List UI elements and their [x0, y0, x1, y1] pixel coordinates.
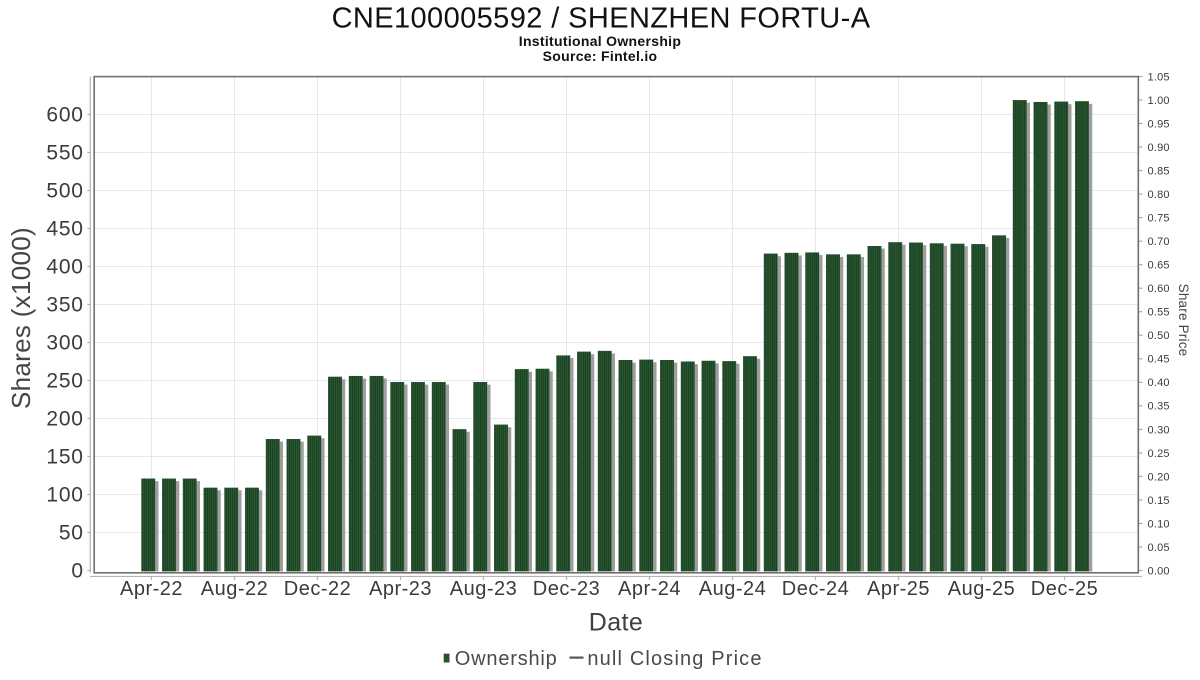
svg-text:100: 100	[46, 484, 83, 507]
svg-text:0.30: 0.30	[1148, 424, 1170, 436]
svg-text:300: 300	[46, 332, 83, 355]
svg-text:Apr-24: Apr-24	[618, 578, 681, 600]
svg-text:0.00: 0.00	[1148, 565, 1170, 577]
svg-text:Aug-24: Aug-24	[699, 578, 767, 600]
svg-text:Apr-25: Apr-25	[867, 578, 930, 600]
svg-text:350: 350	[46, 294, 83, 317]
svg-text:0.75: 0.75	[1148, 213, 1170, 225]
svg-text:null Closing Price: null Closing Price	[587, 648, 762, 670]
svg-text:1.05: 1.05	[1148, 71, 1170, 83]
svg-text:Dec-23: Dec-23	[533, 578, 600, 600]
svg-text:0.15: 0.15	[1148, 495, 1170, 507]
svg-text:0.90: 0.90	[1148, 142, 1170, 154]
svg-text:Share Price: Share Price	[1176, 284, 1191, 357]
svg-text:0.25: 0.25	[1148, 448, 1170, 460]
svg-text:Dec-24: Dec-24	[782, 578, 849, 600]
svg-text:Shares (x1000): Shares (x1000)	[6, 227, 36, 409]
svg-text:0: 0	[71, 560, 83, 583]
svg-text:0.40: 0.40	[1148, 377, 1170, 389]
svg-text:0.20: 0.20	[1148, 471, 1170, 483]
svg-text:0.50: 0.50	[1148, 330, 1170, 342]
svg-text:150: 150	[46, 446, 83, 469]
svg-text:Ownership: Ownership	[455, 648, 558, 670]
svg-text:Aug-22: Aug-22	[201, 578, 269, 600]
svg-text:1.00: 1.00	[1148, 95, 1170, 107]
svg-text:Dec-25: Dec-25	[1031, 578, 1098, 600]
svg-text:0.05: 0.05	[1148, 542, 1170, 554]
svg-text:0.45: 0.45	[1148, 354, 1170, 366]
svg-text:CNE100005592 / SHENZHEN FORTU-: CNE100005592 / SHENZHEN FORTU-A	[332, 2, 871, 34]
svg-text:0.95: 0.95	[1148, 118, 1170, 130]
svg-text:0.65: 0.65	[1148, 260, 1170, 272]
svg-text:Date: Date	[589, 609, 643, 637]
svg-text:0.55: 0.55	[1148, 307, 1170, 319]
svg-text:250: 250	[46, 370, 83, 393]
svg-text:Source: Fintel.io: Source: Fintel.io	[543, 48, 658, 64]
svg-text:0.80: 0.80	[1148, 189, 1170, 201]
svg-text:Apr-22: Apr-22	[120, 578, 183, 600]
svg-text:450: 450	[46, 218, 83, 241]
svg-text:550: 550	[46, 142, 83, 165]
svg-text:0.85: 0.85	[1148, 166, 1170, 178]
svg-text:Dec-22: Dec-22	[284, 578, 351, 600]
svg-text:0.60: 0.60	[1148, 283, 1170, 295]
svg-text:Aug-25: Aug-25	[948, 578, 1016, 600]
svg-text:Aug-23: Aug-23	[450, 578, 518, 600]
svg-text:Institutional Ownership: Institutional Ownership	[519, 33, 681, 49]
svg-text:50: 50	[59, 522, 84, 545]
svg-text:200: 200	[46, 408, 83, 431]
svg-text:0.70: 0.70	[1148, 236, 1170, 248]
svg-text:500: 500	[46, 180, 83, 203]
svg-text:600: 600	[46, 104, 83, 127]
svg-text:400: 400	[46, 256, 83, 279]
svg-text:0.10: 0.10	[1148, 518, 1170, 530]
svg-text:0.35: 0.35	[1148, 401, 1170, 413]
svg-text:Apr-23: Apr-23	[369, 578, 432, 600]
